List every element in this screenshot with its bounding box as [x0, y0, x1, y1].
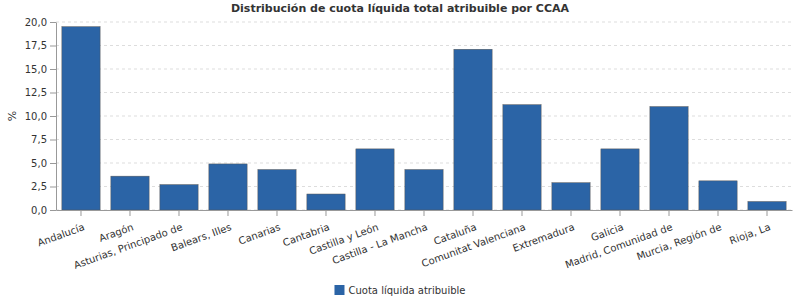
x-tick-mark [473, 210, 474, 216]
bar [601, 149, 639, 210]
x-tick-mark [325, 210, 326, 216]
y-tick-mark [50, 116, 56, 117]
y-tick: 7,5 [31, 134, 56, 145]
y-tick-mark [50, 163, 56, 164]
bars [62, 27, 786, 210]
bar [160, 185, 198, 210]
x-tick-mark [718, 210, 719, 216]
grid-line [56, 69, 792, 70]
x-tick-mark [571, 210, 572, 216]
x-tick-mark [620, 210, 621, 216]
y-tick: 12,5 [25, 87, 56, 98]
bar [503, 105, 541, 210]
x-tick-label: Castilla - La Mancha [331, 221, 429, 266]
grid [56, 22, 792, 210]
x-axis: AndalucíaAragónAsturias, Principado deBa… [36, 210, 793, 271]
y-tick-mark [50, 187, 56, 188]
y-tick: 2,5 [31, 181, 56, 192]
x-tick: Castilla - La Mancha [331, 210, 429, 266]
y-tick: 5,0 [31, 158, 56, 169]
x-tick: Rioja, La [728, 210, 772, 246]
x-tick-label: Balears, Illes [169, 221, 233, 253]
x-tick-mark [276, 210, 277, 216]
x-tick: Comunitat Valenciana [420, 210, 527, 269]
y-tick-label: 2,5 [31, 181, 47, 192]
legend-swatch [334, 285, 344, 295]
bar [454, 49, 492, 210]
y-tick: 15,0 [25, 64, 56, 75]
y-tick-label: 17,5 [25, 40, 47, 51]
bar [405, 170, 443, 210]
x-tick-label: Asturias, Principado de [72, 221, 184, 271]
y-axis: 0,0 2,5 5,0 7,5 10,0 12,5 15,0 17,5 20,0 [25, 17, 57, 216]
x-tick-mark [669, 210, 670, 216]
bar [258, 170, 296, 210]
y-axis-title: % [6, 111, 19, 121]
x-tick: Andalucía [36, 210, 86, 248]
legend-label: Cuota líquida atribuible [348, 285, 465, 296]
y-tick: 10,0 [25, 111, 56, 122]
y-tick: 20,0 [25, 17, 56, 28]
x-tick-label: Extremadura [511, 221, 576, 254]
x-tick: Asturias, Principado de [72, 210, 184, 271]
bar [111, 176, 149, 210]
y-tick-label: 10,0 [25, 111, 47, 122]
bar [62, 27, 100, 210]
x-tick-label: Rioja, La [728, 221, 772, 246]
x-tick: Murcia, Región de [635, 210, 723, 262]
bar [356, 149, 394, 210]
y-tick-label: 12,5 [25, 87, 47, 98]
x-tick-label: Murcia, Región de [635, 221, 723, 262]
x-tick-label: Andalucía [36, 221, 86, 248]
legend: Cuota líquida atribuible [334, 285, 465, 296]
y-tick-label: 20,0 [25, 17, 47, 28]
y-axis-line [56, 23, 57, 211]
y-tick: 17,5 [25, 40, 56, 51]
bar [699, 181, 737, 210]
x-tick: Galicia [589, 210, 625, 243]
x-tick-mark [129, 210, 130, 216]
x-tick-mark [227, 210, 228, 216]
grid-line [56, 22, 792, 23]
y-tick-mark [50, 46, 56, 47]
x-tick: Balears, Illes [169, 210, 233, 253]
x-tick-mark [374, 210, 375, 216]
y-tick-mark [50, 210, 56, 211]
y-tick: 0,0 [31, 205, 56, 216]
y-tick-mark [50, 140, 56, 141]
x-tick-mark [767, 210, 768, 216]
x-tick-label: Canarias [237, 221, 282, 246]
bar [307, 194, 345, 210]
x-tick: Madrid, Comunidad de [564, 210, 674, 270]
y-tick-mark [50, 69, 56, 70]
bar [650, 107, 688, 210]
grid-line [56, 45, 792, 46]
title: Distribución de cuota líquida total atri… [231, 2, 570, 15]
x-tick-mark [522, 210, 523, 216]
x-tick-mark [424, 210, 425, 216]
y-tick-label: 0,0 [31, 205, 47, 216]
bar [209, 164, 247, 210]
bar [748, 202, 786, 210]
x-tick: Extremadura [511, 210, 576, 254]
x-tick-mark [178, 210, 179, 216]
grid-line [56, 92, 792, 93]
y-tick-mark [50, 93, 56, 94]
y-tick-mark [50, 22, 56, 23]
y-tick-label: 7,5 [31, 134, 47, 145]
x-tick: Canarias [237, 210, 282, 247]
chart: Distribución de cuota líquida total atri… [0, 0, 800, 300]
y-tick-label: 15,0 [25, 64, 47, 75]
plot: 0,0 2,5 5,0 7,5 10,0 12,5 15,0 17,5 20,0 Andalucí… [25, 17, 793, 271]
x-tick-mark [80, 210, 81, 216]
y-tick-label: 5,0 [31, 158, 47, 169]
bar [552, 183, 590, 210]
